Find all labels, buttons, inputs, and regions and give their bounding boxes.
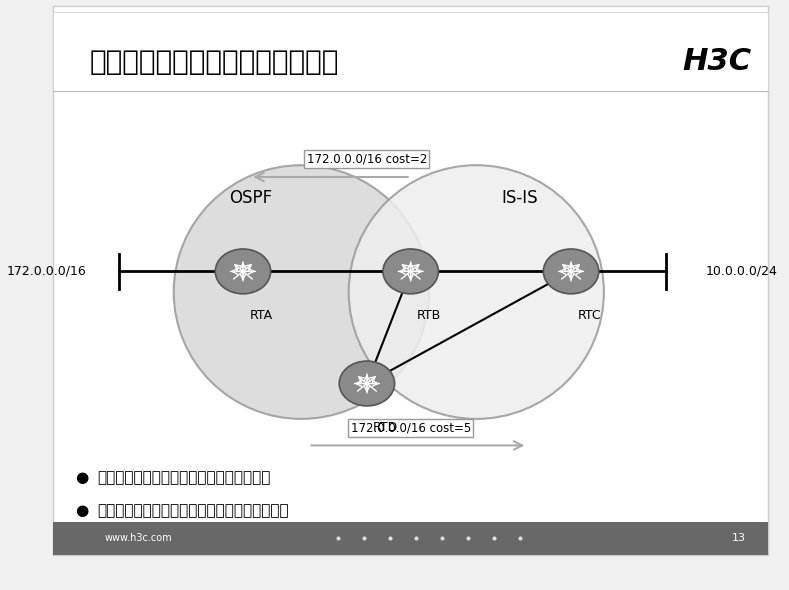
Text: 172.0.0.0/16 cost=2: 172.0.0.0/16 cost=2: [307, 153, 427, 166]
Circle shape: [544, 249, 599, 294]
Text: RTC: RTC: [578, 309, 601, 322]
Text: IS-IS: IS-IS: [502, 189, 538, 206]
Text: 在多边界路由引入时，可能会产生次优路由: 在多边界路由引入时，可能会产生次优路由: [97, 470, 271, 486]
Text: ●: ●: [75, 470, 88, 486]
Text: 合理规划引入路由的初始度量值以避免次优路由: 合理规划引入路由的初始度量值以避免次优路由: [97, 503, 289, 518]
Text: RTD: RTD: [372, 421, 398, 434]
Text: H3C: H3C: [682, 47, 751, 77]
FancyBboxPatch shape: [54, 6, 768, 555]
Text: RTB: RTB: [417, 309, 441, 322]
Text: 172.0.0.0/16: 172.0.0.0/16: [6, 265, 86, 278]
Circle shape: [215, 249, 271, 294]
Text: 路由引入导致次优路由及解决方法: 路由引入导致次优路由及解决方法: [90, 48, 339, 76]
Text: 13: 13: [732, 533, 746, 543]
Ellipse shape: [174, 165, 429, 419]
Circle shape: [383, 249, 439, 294]
Text: 10.0.0.0/24: 10.0.0.0/24: [706, 265, 778, 278]
Text: 172.0.0.0/16 cost=5: 172.0.0.0/16 cost=5: [350, 421, 471, 434]
FancyBboxPatch shape: [54, 522, 768, 555]
Text: ●: ●: [75, 503, 88, 518]
Text: www.h3c.com: www.h3c.com: [104, 533, 172, 543]
FancyBboxPatch shape: [54, 12, 768, 91]
Text: OSPF: OSPF: [229, 189, 272, 206]
Ellipse shape: [349, 165, 604, 419]
Text: RTA: RTA: [249, 309, 273, 322]
Circle shape: [339, 361, 394, 406]
